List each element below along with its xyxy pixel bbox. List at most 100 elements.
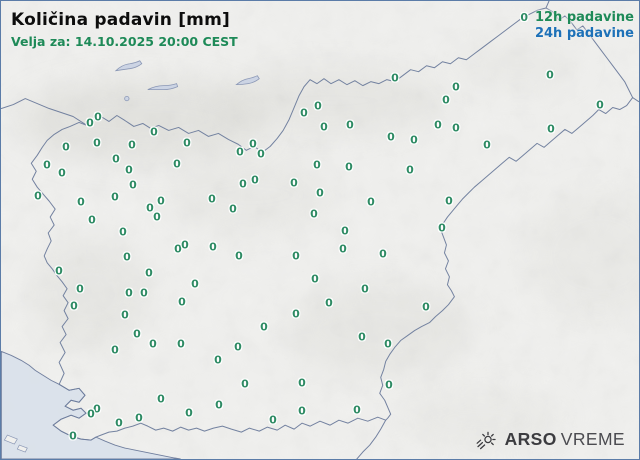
station-value: 0: [178, 295, 186, 309]
station-value: 0: [311, 272, 319, 286]
station-value: 0: [290, 176, 298, 190]
station-value: 0: [140, 286, 148, 300]
station-value: 0: [438, 221, 446, 235]
station-value: 0: [133, 327, 141, 341]
legend-24h[interactable]: 24h padavine: [520, 26, 634, 42]
station-value: 0: [43, 158, 51, 172]
station-value: 0: [157, 392, 165, 406]
station-value: 0: [385, 378, 393, 392]
station-value: 0: [87, 407, 95, 421]
station-value: 0: [298, 376, 306, 390]
station-value: 0: [379, 247, 387, 261]
station-value: 0: [234, 340, 242, 354]
lagoon-islets: [3, 434, 28, 453]
station-value: 0: [314, 99, 322, 113]
legend-sample-marker: 0: [520, 11, 528, 24]
station-value: 0: [135, 411, 143, 425]
station-value: 0: [547, 122, 555, 136]
station-value: 0: [128, 138, 136, 152]
map-title: Količina padavin [mm]: [11, 10, 230, 30]
station-value: 0: [249, 137, 257, 151]
station-value: 0: [387, 130, 395, 144]
station-value: 0: [123, 250, 131, 264]
station-value: 0: [434, 118, 442, 132]
station-value: 0: [112, 152, 120, 166]
station-value: 0: [149, 337, 157, 351]
legend-24h-label: 24h padavine: [534, 26, 634, 41]
station-value: 0: [341, 224, 349, 238]
station-value: 0: [325, 296, 333, 310]
station-value: 0: [111, 190, 119, 204]
station-value: 0: [406, 163, 414, 177]
station-value: 0: [367, 195, 375, 209]
legend-12h[interactable]: 0 12h padavine: [520, 10, 634, 26]
station-value: 0: [257, 147, 265, 161]
station-value: 0: [70, 299, 78, 313]
station-value: 0: [181, 238, 189, 252]
station-value: 0: [209, 240, 217, 254]
station-value: 0: [69, 429, 77, 443]
station-value: 0: [121, 308, 129, 322]
station-value: 0: [177, 337, 185, 351]
station-value: 0: [452, 80, 460, 94]
map-valid-time: Velja za: 14.10.2025 20:00 CEST: [11, 34, 238, 49]
station-value: 0: [316, 186, 324, 200]
station-value: 0: [58, 166, 66, 180]
station-value: 0: [358, 330, 366, 344]
station-value: 0: [320, 120, 328, 134]
station-value: 0: [115, 416, 123, 430]
arso-wordmark: ARSO: [504, 429, 557, 449]
station-value: 0: [596, 98, 604, 112]
station-value: 0: [183, 136, 191, 150]
station-value: 0: [313, 158, 321, 172]
station-value: 0: [129, 178, 137, 192]
legend-12h-label: 12h padavine: [534, 10, 634, 25]
station-value: 0: [391, 71, 399, 85]
station-value: 0: [77, 195, 85, 209]
station-value: 0: [452, 121, 460, 135]
station-value: 0: [86, 116, 94, 130]
station-value: 0: [236, 145, 244, 159]
arso-vreme-wordmark: ARSO VREME: [505, 429, 625, 450]
lakes: [114, 60, 260, 102]
station-value: 0: [111, 343, 119, 357]
station-value: 0: [422, 300, 430, 314]
station-value: 0: [145, 266, 153, 280]
station-value: 0: [445, 194, 453, 208]
station-value: 0: [157, 194, 165, 208]
map-header: Količina padavin [mm] Velja za: 14.10.20…: [11, 10, 238, 49]
station-value: 0: [125, 286, 133, 300]
station-value: 0: [191, 277, 199, 291]
station-value: 0: [410, 133, 418, 147]
station-value: 0: [345, 160, 353, 174]
station-value: 0: [229, 202, 237, 216]
station-value: 0: [214, 353, 222, 367]
station-value: 0: [260, 320, 268, 334]
station-value: 0: [339, 242, 347, 256]
station-value: 0: [298, 404, 306, 418]
legend: 0 12h padavine 24h padavine: [520, 10, 634, 42]
station-value: 0: [119, 225, 127, 239]
station-value: 0: [185, 406, 193, 420]
station-value: 0: [292, 249, 300, 263]
station-value: 0: [93, 402, 101, 416]
vreme-wordmark: VREME: [560, 429, 625, 449]
station-value: 0: [125, 163, 133, 177]
station-value: 0: [361, 282, 369, 296]
station-value: 0: [150, 125, 158, 139]
station-value: 0: [76, 282, 84, 296]
station-value: 0: [241, 377, 249, 391]
station-value: 0: [346, 118, 354, 132]
station-value: 0: [93, 136, 101, 150]
station-value: 0: [483, 138, 491, 152]
station-value: 0: [88, 213, 96, 227]
station-value: 0: [94, 110, 102, 124]
station-value: 0: [235, 249, 243, 263]
station-value: 0: [174, 242, 182, 256]
station-value: 0: [442, 93, 450, 107]
station-value: 0: [208, 192, 216, 206]
station-value: 0: [353, 403, 361, 417]
